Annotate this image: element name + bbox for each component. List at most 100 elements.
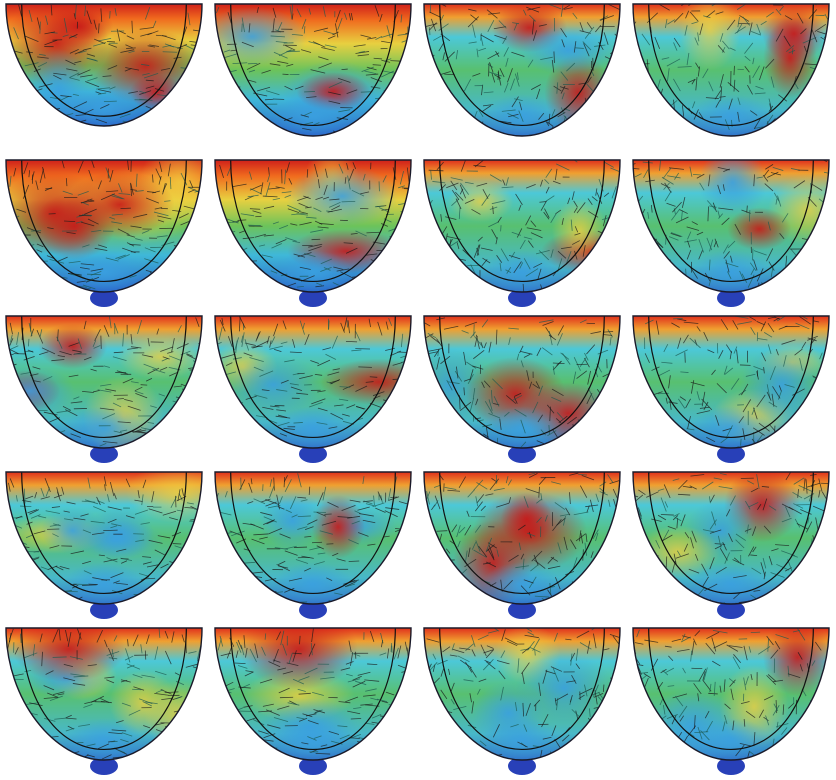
fiber	[404, 367, 418, 368]
fiber	[191, 220, 205, 221]
fiber	[641, 577, 654, 583]
fiber	[805, 730, 811, 740]
fiber	[646, 413, 656, 420]
fiber	[649, 247, 651, 254]
fiber	[217, 250, 224, 252]
fiber	[582, 282, 585, 290]
fiber	[401, 442, 415, 446]
fiber	[794, 745, 796, 757]
fiber	[646, 272, 653, 277]
fiber	[409, 500, 416, 502]
fiber	[693, 284, 696, 291]
fiber	[824, 397, 828, 408]
fiber	[82, 585, 97, 586]
fiber	[824, 665, 829, 678]
fiber	[444, 733, 452, 737]
fiber	[801, 258, 804, 271]
fiber	[380, 408, 394, 412]
fiber	[184, 437, 197, 443]
fiber	[373, 427, 384, 431]
fiber	[170, 746, 183, 750]
fiber	[643, 578, 646, 591]
fiber	[7, 65, 17, 69]
fiber	[666, 556, 667, 567]
fiber	[455, 594, 457, 609]
fiber	[179, 757, 192, 759]
fiber	[592, 418, 597, 428]
fiber	[39, 578, 46, 581]
fiber	[574, 755, 581, 762]
fiber	[563, 123, 567, 128]
fiber	[612, 754, 623, 756]
fiber	[429, 280, 437, 289]
fiber	[159, 436, 173, 438]
fiber	[454, 288, 464, 291]
fiber	[814, 283, 825, 286]
fiber	[600, 249, 605, 256]
apex-region	[691, 718, 771, 762]
fiber	[199, 347, 213, 352]
fiber	[396, 256, 410, 262]
fiber	[582, 417, 589, 429]
fiber	[818, 225, 824, 229]
fiber	[183, 715, 197, 720]
fiber	[408, 35, 418, 39]
ventricle	[215, 144, 424, 307]
fiber	[543, 445, 555, 448]
fiber	[256, 279, 265, 282]
fiber	[383, 576, 397, 580]
fiber	[307, 169, 308, 177]
fiber	[216, 411, 227, 416]
fiber	[230, 415, 240, 416]
fiber	[195, 757, 201, 759]
fiber	[164, 428, 170, 430]
fiber	[635, 202, 637, 210]
fiber	[441, 87, 447, 98]
fiber	[427, 746, 435, 751]
fiber	[560, 601, 568, 608]
fiber	[362, 584, 371, 585]
fiber	[21, 440, 34, 443]
fiber	[804, 751, 815, 755]
fiber	[201, 546, 209, 549]
fiber	[825, 94, 836, 96]
fiber	[816, 742, 825, 745]
fiber	[430, 5, 431, 13]
fiber	[649, 122, 655, 125]
fiber	[680, 116, 681, 126]
fiber	[406, 254, 419, 259]
fiber	[391, 99, 401, 100]
fiber	[62, 597, 69, 601]
fiber	[454, 594, 467, 597]
fiber	[432, 594, 446, 597]
fiber	[803, 88, 816, 92]
fiber	[443, 115, 447, 128]
fiber	[28, 125, 34, 127]
fiber	[237, 282, 247, 285]
fiber	[576, 584, 582, 596]
fiber	[770, 599, 778, 611]
fiber	[823, 113, 831, 115]
fiber	[191, 752, 198, 753]
fiber	[787, 113, 797, 116]
fiber	[40, 22, 41, 34]
fiber	[56, 443, 69, 447]
fiber	[29, 735, 42, 736]
fiber	[594, 585, 599, 589]
fiber	[585, 578, 598, 582]
fiber	[370, 377, 377, 378]
fiber	[615, 400, 616, 407]
fiber	[611, 111, 614, 120]
fiber	[196, 438, 204, 441]
fiber	[6, 281, 12, 284]
fiber	[554, 51, 555, 62]
fiber	[821, 736, 828, 747]
fiber	[825, 214, 826, 223]
fiber	[437, 758, 444, 759]
fiber	[633, 426, 639, 427]
fiber	[410, 593, 419, 595]
fiber	[16, 720, 31, 722]
fiber	[192, 66, 199, 67]
fiber	[13, 96, 21, 97]
fiber	[260, 438, 272, 441]
